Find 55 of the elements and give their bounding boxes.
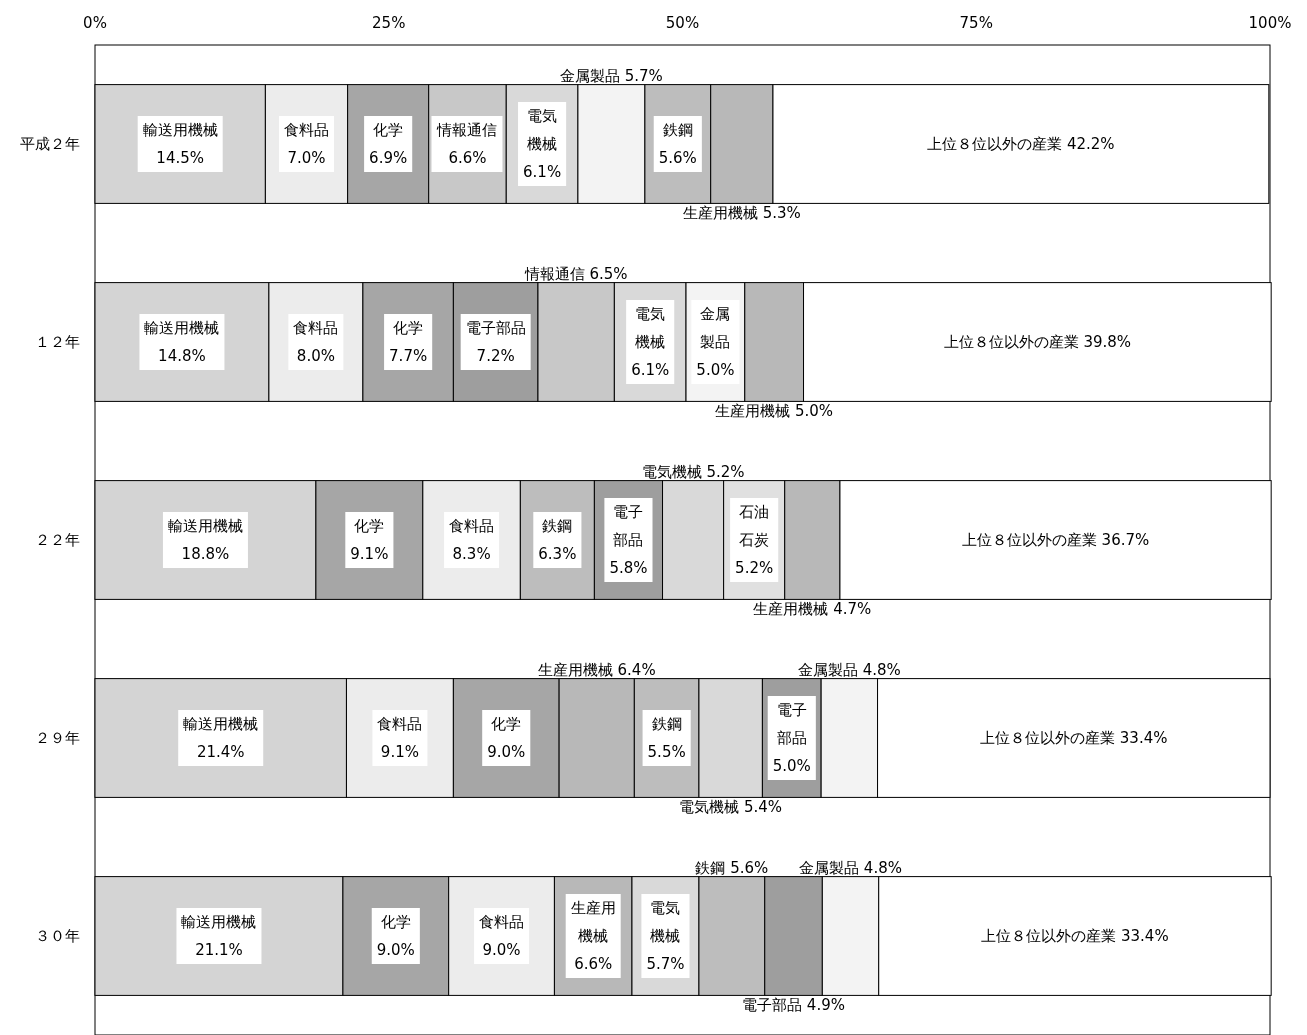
data-label: 金属製品 5.7% <box>559 66 663 85</box>
data-label: 電気機械6.1% <box>631 305 670 379</box>
data-label: 生産用機械 6.4% <box>537 660 656 679</box>
y-tick-label: ３０年 <box>35 927 80 945</box>
data-label: 食料品8.3% <box>449 517 495 563</box>
data-label: 輸送用機械21.4% <box>183 715 259 761</box>
data-label: 輸送用機械18.8% <box>167 517 243 563</box>
data-label: 電子部品 4.9% <box>742 996 845 1015</box>
data-label: 化学6.9% <box>369 121 408 167</box>
y-tick-label: １２年 <box>35 333 80 351</box>
y-tick-label: ２２年 <box>35 531 80 549</box>
data-label: 食料品9.1% <box>377 715 423 761</box>
data-label: 輸送用機械14.5% <box>142 121 218 167</box>
x-tick-label: 50% <box>665 14 700 32</box>
data-label: 電気機械6.1% <box>523 107 562 181</box>
data-label: 電気機械5.7% <box>646 899 685 973</box>
data-label: 生産用機械6.6% <box>570 899 616 973</box>
data-label: 情報通信 6.5% <box>523 264 628 283</box>
data-label: 輸送用機械21.1% <box>181 913 257 959</box>
data-label: 化学7.7% <box>389 319 428 365</box>
data-label: 金属製品 4.8% <box>799 858 902 877</box>
x-tick-label: 75% <box>959 14 993 32</box>
data-label: 電子部品5.8% <box>609 503 648 577</box>
data-label: 食料品9.0% <box>479 913 525 959</box>
data-label: 生産用機械 5.3% <box>682 204 801 223</box>
data-label: 生産用機械 5.0% <box>715 402 834 421</box>
data-label: 情報通信6.6% <box>436 121 498 167</box>
data-label: 上位８位以外の産業 39.8% <box>943 333 1132 351</box>
data-label: 化学9.0% <box>376 913 415 959</box>
data-label: 電気機械 5.2% <box>641 462 745 481</box>
data-label: 金属製品5.0% <box>696 305 735 379</box>
data-label: 上位８位以外の産業 42.2% <box>927 135 1115 153</box>
data-label: 電子部品5.0% <box>772 701 811 775</box>
data-label: 金属製品 4.8% <box>797 660 901 679</box>
y-tick-label: ２９年 <box>35 729 80 747</box>
x-tick-label: 0% <box>83 14 107 32</box>
x-tick-label: 25% <box>372 14 406 32</box>
data-label: 上位８位以外の産業 33.4% <box>981 927 1169 945</box>
data-label: 生産用機械 4.7% <box>753 600 872 619</box>
y-tick-label: 平成２年 <box>20 135 80 153</box>
data-label: 石油石炭5.2% <box>735 503 774 577</box>
data-label: 鉄鋼 5.6% <box>695 858 769 877</box>
data-label: 鉄鋼6.3% <box>538 517 577 563</box>
data-label: 鉄鋼5.5% <box>647 715 686 761</box>
data-label: 電気機械 5.4% <box>679 798 783 817</box>
data-label: 電子部品7.2% <box>465 319 526 365</box>
data-label: 化学9.0% <box>487 715 526 761</box>
data-label: 鉄鋼5.6% <box>658 121 697 167</box>
x-tick-label: 100% <box>1248 14 1292 32</box>
data-label: 上位８位以外の産業 36.7% <box>961 531 1150 549</box>
data-label: 輸送用機械14.8% <box>144 319 220 365</box>
data-label: 食料品8.0% <box>293 319 339 365</box>
data-label: 化学9.1% <box>350 517 389 563</box>
data-label: 上位８位以外の産業 33.4% <box>980 729 1168 747</box>
data-label: 食料品7.0% <box>284 121 329 167</box>
